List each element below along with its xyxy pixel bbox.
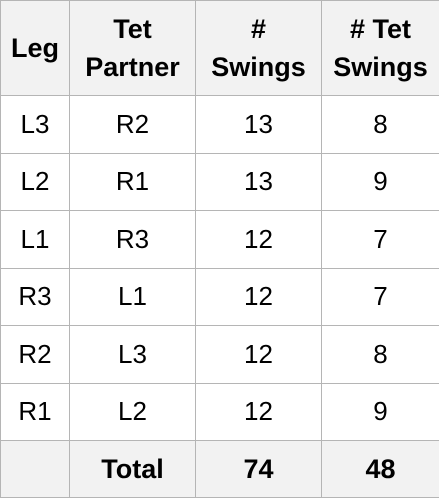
cell-tet-partner: R2 (69, 95, 196, 154)
header-row: Leg Tet Partner # Swings # Tet Swings (0, 0, 439, 96)
header-tet-swings: # Tet Swings (321, 0, 439, 96)
header-leg: Leg (0, 0, 70, 96)
header-tet-partner: Tet Partner (69, 0, 196, 96)
header-swings-line1: # (250, 14, 267, 44)
cell-tet-swings: 7 (321, 267, 439, 326)
cell-tet-partner: L2 (69, 382, 196, 441)
table-row: R1 L2 12 9 (0, 382, 439, 441)
total-empty-cell (0, 440, 70, 498)
header-swings: # Swings (195, 0, 322, 96)
cell-leg: R1 (0, 382, 70, 441)
cell-swings: 12 (195, 325, 322, 384)
cell-tet-swings: 8 (321, 325, 439, 384)
cell-swings: 12 (195, 382, 322, 441)
table-row: L1 R3 12 7 (0, 210, 439, 269)
cell-tet-swings: 9 (321, 382, 439, 441)
cell-leg: L2 (0, 152, 70, 211)
table-row: L3 R2 13 8 (0, 95, 439, 154)
header-swings-line2: Swings (211, 52, 306, 82)
cell-swings: 13 (195, 95, 322, 154)
header-tet-partner-line1: Tet (113, 14, 152, 44)
cell-tet-swings: 8 (321, 95, 439, 154)
cell-tet-partner: R3 (69, 210, 196, 269)
table-row: L2 R1 13 9 (0, 152, 439, 211)
cell-leg: R3 (0, 267, 70, 326)
cell-tet-partner: R1 (69, 152, 196, 211)
cell-tet-swings: 9 (321, 152, 439, 211)
cell-tet-partner: L3 (69, 325, 196, 384)
header-tet-partner-line2: Partner (85, 52, 180, 82)
cell-leg: R2 (0, 325, 70, 384)
table-row: R2 L3 12 8 (0, 325, 439, 384)
header-tet-swings-line1: # Tet (349, 14, 411, 44)
total-swings: 74 (195, 440, 322, 498)
total-row: Total 74 48 (0, 440, 439, 498)
header-tet-swings-line2: Swings (333, 52, 428, 82)
cell-swings: 12 (195, 267, 322, 326)
table-row: R3 L1 12 7 (0, 267, 439, 326)
cell-tet-swings: 7 (321, 210, 439, 269)
cell-swings: 13 (195, 152, 322, 211)
cell-leg: L3 (0, 95, 70, 154)
cell-swings: 12 (195, 210, 322, 269)
cell-tet-partner: L1 (69, 267, 196, 326)
cell-leg: L1 (0, 210, 70, 269)
total-label: Total (69, 440, 196, 498)
header-leg-text: Leg (10, 33, 59, 63)
total-tet-swings: 48 (321, 440, 439, 498)
